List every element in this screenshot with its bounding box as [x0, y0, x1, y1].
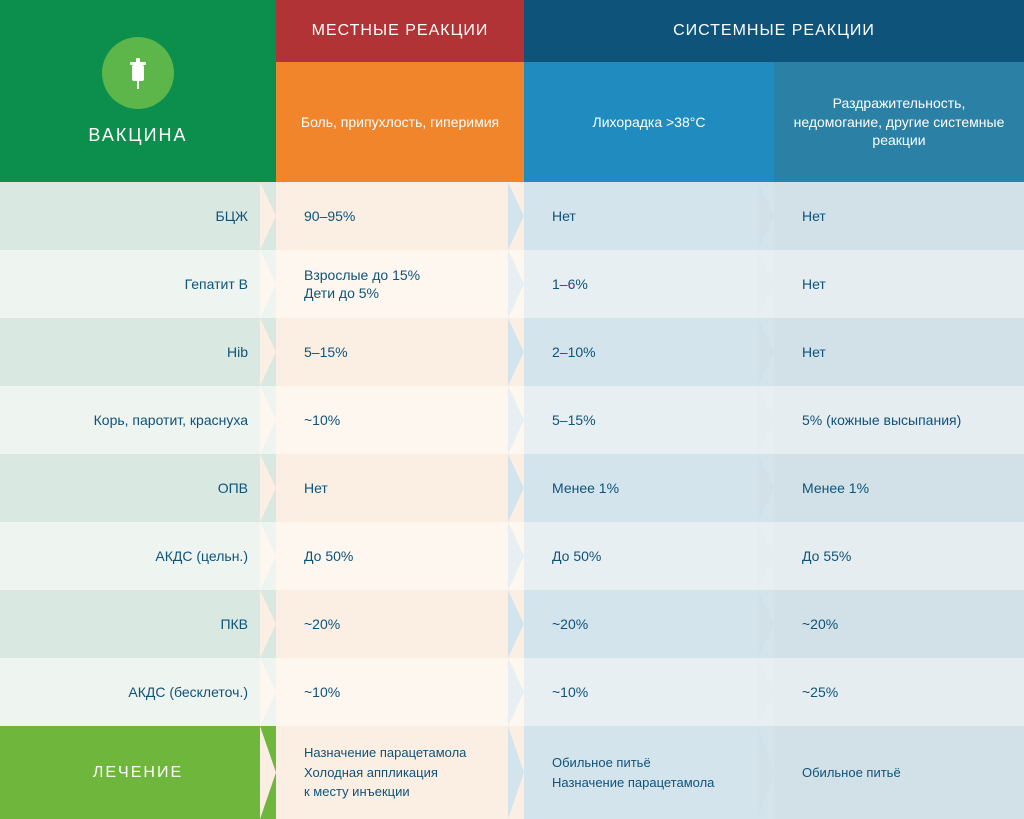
- row-label: БЦЖ: [0, 182, 276, 250]
- row-label: АКДС (цельн.): [0, 522, 276, 590]
- cell-sys2: Нет: [774, 182, 1024, 250]
- cell-sys1: 1–6%: [524, 250, 774, 318]
- cell-sys1: До 50%: [524, 522, 774, 590]
- cell-sys2: Нет: [774, 250, 1024, 318]
- header-local-top: МЕСТНЫЕ РЕАКЦИИ: [276, 0, 524, 62]
- cell-local: Взрослые до 15% Дети до 5%: [276, 250, 524, 318]
- vaccine-reactions-table: ВАКЦИНА МЕСТНЫЕ РЕАКЦИИ СИСТЕМНЫЕ РЕАКЦИ…: [0, 0, 1024, 819]
- row-label: ПКВ: [0, 590, 276, 658]
- cell-local: Нет: [276, 454, 524, 522]
- cell-local: До 50%: [276, 522, 524, 590]
- header-sys-sub1: Лихорадка >38°C: [524, 62, 774, 182]
- row-label: АКДС (бесклеточ.): [0, 658, 276, 726]
- row-label: Гепатит В: [0, 250, 276, 318]
- header-systemic-top: СИСТЕМНЫЕ РЕАКЦИИ: [524, 0, 1024, 62]
- row-label: Корь, паротит, краснуха: [0, 386, 276, 454]
- vaccine-title: ВАКЦИНА: [88, 125, 187, 146]
- cell-sys1: 5–15%: [524, 386, 774, 454]
- cell-local: ~10%: [276, 658, 524, 726]
- cell-local: 5–15%: [276, 318, 524, 386]
- cell-sys2: До 55%: [774, 522, 1024, 590]
- cell-sys2: Менее 1%: [774, 454, 1024, 522]
- treatment-local: Назначение парацетамола Холодная апплика…: [276, 726, 524, 819]
- header-vaccine: ВАКЦИНА: [0, 0, 276, 182]
- cell-sys2: 5% (кожные высыпания): [774, 386, 1024, 454]
- cell-local: ~10%: [276, 386, 524, 454]
- cell-sys2: ~20%: [774, 590, 1024, 658]
- cell-sys2: ~25%: [774, 658, 1024, 726]
- cell-local: ~20%: [276, 590, 524, 658]
- cell-sys1: ~10%: [524, 658, 774, 726]
- treatment-sys2: Обильное питьё: [774, 726, 1024, 819]
- cell-sys1: Нет: [524, 182, 774, 250]
- header-sys-sub2: Раздражительность, недомогание, другие с…: [774, 62, 1024, 182]
- syringe-icon: [102, 37, 174, 109]
- cell-sys1: 2–10%: [524, 318, 774, 386]
- treatment-label: ЛЕЧЕНИЕ: [0, 726, 276, 819]
- cell-sys1: Менее 1%: [524, 454, 774, 522]
- treatment-sys1: Обильное питьё Назначение парацетамола: [524, 726, 774, 819]
- cell-sys1: ~20%: [524, 590, 774, 658]
- row-label: ОПВ: [0, 454, 276, 522]
- cell-local: 90–95%: [276, 182, 524, 250]
- cell-sys2: Нет: [774, 318, 1024, 386]
- row-label: Hib: [0, 318, 276, 386]
- header-local-sub: Боль, припухлость, гиперимия: [276, 62, 524, 182]
